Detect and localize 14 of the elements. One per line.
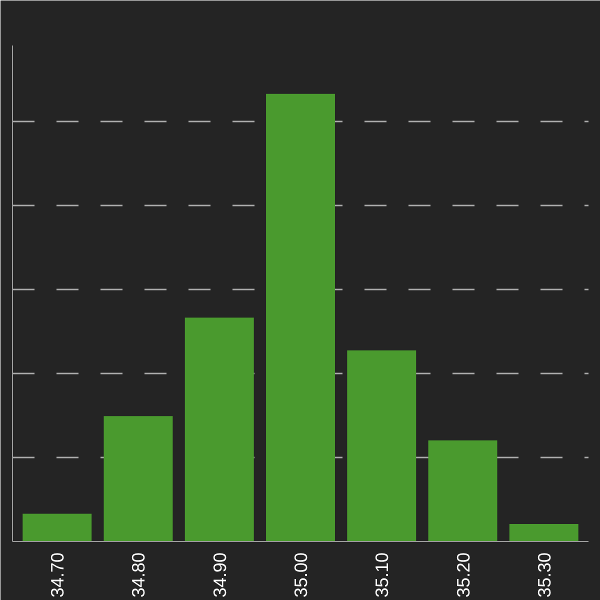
bar [184, 318, 254, 542]
bar [347, 350, 416, 542]
x-tick-label: 34.70 [48, 552, 68, 598]
bar [428, 440, 498, 542]
x-tick-label: 35.10 [372, 552, 392, 598]
x-tick-label: 35.20 [453, 552, 474, 598]
x-tick-label: 35.30 [534, 552, 554, 598]
bar [509, 524, 578, 542]
bar [22, 514, 92, 542]
x-tick-label: 34.80 [128, 552, 149, 598]
x-tick-label: 34.90 [210, 552, 230, 598]
bar [104, 416, 173, 542]
bar [266, 94, 335, 542]
x-tick-label: 35.00 [291, 552, 311, 598]
